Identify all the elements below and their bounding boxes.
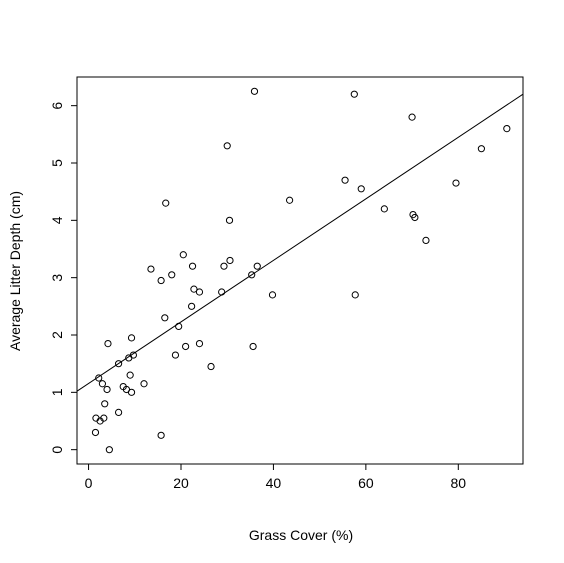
data-point xyxy=(168,271,176,279)
data-point xyxy=(114,360,123,368)
y-tick-label: 3 xyxy=(49,274,65,282)
y-axis: 0 1 2 3 4 5 6 xyxy=(49,102,77,454)
data-point xyxy=(477,145,486,153)
data-point xyxy=(171,351,180,359)
data-point xyxy=(114,408,123,416)
data-point xyxy=(104,340,112,348)
x-axis-label: Grass Cover (%) xyxy=(249,527,353,543)
data-point xyxy=(408,113,416,121)
x-tick-label: 80 xyxy=(451,475,467,491)
data-point xyxy=(182,342,190,351)
y-tick-label: 0 xyxy=(49,446,65,454)
data-point xyxy=(207,362,215,371)
y-tick-label: 2 xyxy=(49,331,65,339)
data-point xyxy=(95,374,103,382)
data-point xyxy=(188,262,197,270)
x-tick-label: 40 xyxy=(266,475,282,491)
data-point xyxy=(225,216,234,224)
data-point xyxy=(157,431,165,439)
data-point xyxy=(220,262,228,270)
y-tick-label: 6 xyxy=(49,102,65,110)
regression-line xyxy=(76,93,524,392)
data-point xyxy=(147,265,155,273)
y-tick-label: 1 xyxy=(49,388,65,396)
data-point xyxy=(98,380,107,388)
data-point xyxy=(341,176,349,184)
data-point xyxy=(129,351,137,359)
data-point xyxy=(190,285,198,293)
data-point xyxy=(91,428,100,437)
data-point xyxy=(503,125,511,133)
data-point xyxy=(452,179,460,187)
data-point xyxy=(422,236,430,244)
data-point xyxy=(140,380,148,388)
data-point xyxy=(286,196,294,204)
data-point xyxy=(188,302,196,310)
data-point xyxy=(357,185,365,193)
data-point xyxy=(226,256,234,265)
x-axis: 0 20 40 60 80 xyxy=(85,464,467,491)
x-tick-label: 20 xyxy=(173,475,189,491)
data-point xyxy=(411,213,419,222)
data-point xyxy=(157,276,165,285)
data-point xyxy=(351,291,359,299)
data-point xyxy=(218,288,226,296)
data-point xyxy=(248,271,256,279)
data-point xyxy=(105,446,113,454)
data-point xyxy=(380,205,388,213)
data-point xyxy=(175,322,183,330)
fit-line-group xyxy=(76,93,524,392)
data-point xyxy=(162,199,170,207)
y-axis-label: Average Litter Depth (cm) xyxy=(7,191,23,351)
data-point xyxy=(253,262,261,270)
data-point xyxy=(250,87,259,95)
data-point xyxy=(126,371,134,379)
data-point xyxy=(101,400,109,408)
data-point xyxy=(127,388,136,396)
data-point xyxy=(195,288,204,296)
data-point xyxy=(195,340,204,348)
data-point xyxy=(103,385,111,394)
y-tick-label: 4 xyxy=(49,216,65,224)
data-point xyxy=(161,314,169,322)
data-point xyxy=(350,90,358,98)
data-point xyxy=(223,142,231,150)
data-point xyxy=(268,291,277,299)
data-point xyxy=(249,342,257,351)
y-tick-label: 5 xyxy=(49,159,65,167)
x-tick-label: 60 xyxy=(358,475,374,491)
data-point xyxy=(100,414,108,422)
data-point xyxy=(127,334,136,342)
x-tick-label: 0 xyxy=(85,475,93,491)
plot-frame xyxy=(76,76,524,465)
points-group xyxy=(91,87,511,454)
data-point xyxy=(179,251,187,259)
